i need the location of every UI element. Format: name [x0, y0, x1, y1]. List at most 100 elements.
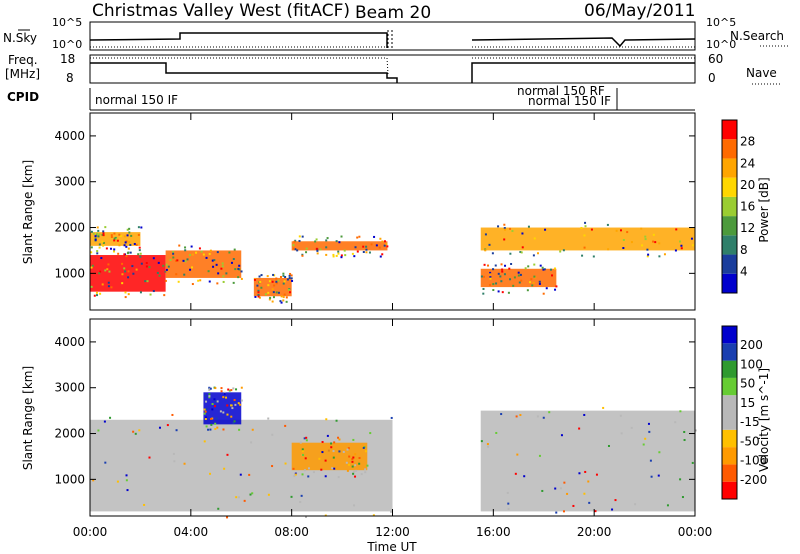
speckle	[285, 300, 288, 303]
speckle	[293, 240, 296, 243]
speckle	[287, 288, 290, 291]
speckle	[343, 249, 346, 252]
speckle	[630, 241, 633, 244]
speckle	[360, 473, 363, 476]
speckle	[622, 247, 625, 250]
ytick-label: 2000	[54, 427, 85, 441]
speckle	[342, 450, 345, 453]
speckle	[202, 253, 205, 256]
speckle	[128, 227, 131, 230]
speckle	[96, 226, 99, 229]
speckle	[115, 237, 118, 240]
speckle	[351, 458, 354, 461]
speckle	[390, 510, 393, 513]
ytick-label: 3000	[54, 175, 85, 189]
speckle	[169, 259, 172, 262]
xtick-label: 08:00	[274, 525, 309, 539]
speckle	[362, 250, 365, 253]
speckle	[559, 487, 562, 490]
speckle	[267, 417, 270, 420]
speckle	[354, 464, 357, 467]
speckle	[351, 460, 354, 463]
speckle	[219, 410, 222, 413]
speckle	[282, 274, 285, 277]
colorbar-frame	[721, 119, 738, 294]
speckle	[312, 471, 315, 474]
speckle	[90, 246, 93, 249]
speckle	[98, 243, 101, 246]
speckle	[205, 400, 208, 403]
speckle	[347, 463, 350, 466]
speckle	[217, 272, 220, 275]
speckle	[280, 301, 283, 304]
speckle	[108, 270, 111, 273]
speckle	[137, 253, 140, 256]
speckle	[271, 280, 274, 283]
speckle	[126, 234, 129, 237]
speckle	[220, 390, 223, 393]
speckle	[649, 459, 652, 462]
speckle	[239, 473, 242, 476]
speckle	[237, 402, 240, 405]
speckle	[344, 254, 347, 257]
speckle	[554, 487, 557, 490]
speckle	[172, 250, 175, 253]
ytick-label: 4000	[54, 129, 85, 143]
speckle	[90, 251, 93, 254]
speckle	[551, 274, 554, 277]
ytick-label: 3000	[54, 381, 85, 395]
speckle	[503, 273, 506, 276]
speckle	[337, 250, 340, 253]
speckle	[503, 238, 506, 241]
speckle	[277, 291, 280, 294]
speckle	[207, 270, 210, 273]
speckle	[275, 277, 278, 280]
speckle	[124, 296, 127, 299]
speckle	[325, 418, 328, 421]
speckle	[652, 240, 655, 243]
nave-tick-bottom: 0	[708, 71, 716, 85]
speckle	[379, 237, 382, 240]
speckle	[500, 263, 503, 266]
speckle	[124, 291, 127, 294]
speckle	[226, 453, 229, 456]
speckle	[282, 296, 285, 299]
freq-trace	[90, 62, 695, 83]
speckle	[152, 257, 155, 260]
colorbar-tick: -200	[740, 473, 767, 487]
data-band	[253, 277, 292, 297]
noise-strip-frame	[89, 21, 696, 51]
speckle	[364, 471, 367, 474]
speckle	[315, 238, 318, 241]
speckle	[199, 279, 202, 282]
speckle	[588, 501, 591, 504]
speckle	[646, 248, 649, 251]
speckle	[674, 249, 677, 252]
speckle	[300, 494, 303, 497]
speckle	[607, 248, 610, 251]
speckle	[358, 456, 361, 459]
speckle	[101, 283, 104, 286]
speckle	[102, 234, 105, 237]
speckle	[184, 260, 187, 263]
colorbar-segment	[722, 216, 737, 236]
speckle	[530, 278, 533, 281]
speckle	[358, 235, 361, 238]
speckle	[152, 290, 155, 293]
speckle	[272, 296, 275, 299]
speckle	[532, 254, 535, 257]
speckle	[690, 237, 693, 240]
speckle	[157, 261, 160, 264]
nave-trace	[90, 57, 695, 75]
speckle	[507, 507, 510, 510]
speckle	[121, 273, 124, 276]
speckle	[345, 461, 348, 464]
speckle	[541, 266, 544, 269]
speckle	[125, 245, 128, 248]
speckle	[340, 254, 343, 257]
speckle	[290, 495, 293, 498]
speckle	[555, 285, 558, 288]
speckle	[305, 516, 308, 519]
speckle	[203, 440, 206, 443]
speckle	[182, 259, 185, 262]
